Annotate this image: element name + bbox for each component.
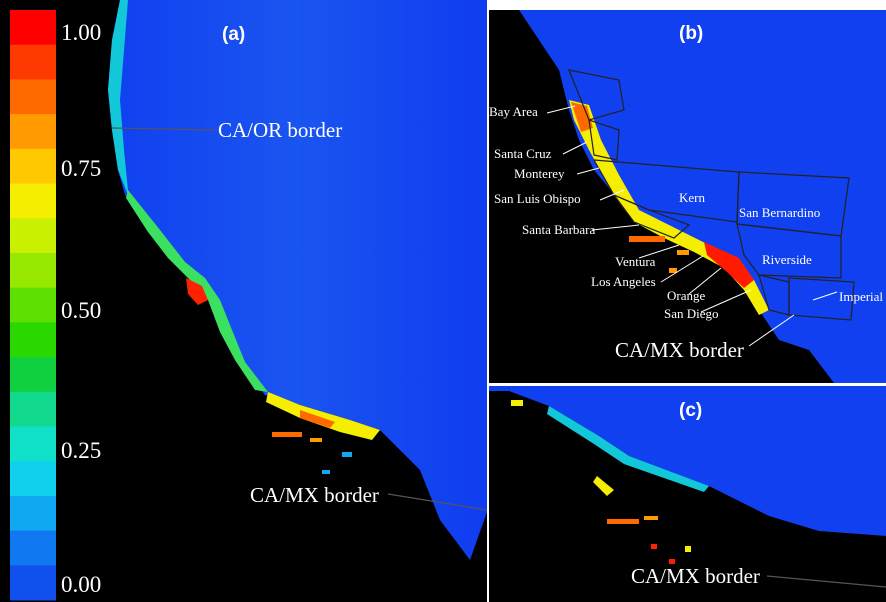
county-outlines <box>568 69 855 321</box>
colorbar-swatch <box>10 252 56 289</box>
island <box>310 438 322 442</box>
ocean-area <box>108 0 487 560</box>
colorbar-tick-0-75: 0.75 <box>61 156 101 181</box>
ca-mx-border-label-b: CA/MX border <box>615 338 744 362</box>
hotspot-la <box>300 410 335 428</box>
colorbar-swatch <box>10 287 56 323</box>
ca-mx-border-label-a: CA/MX border <box>250 483 379 507</box>
county-label-orange: Orange <box>667 288 706 303</box>
county-label-riverside: Riverside <box>762 252 812 267</box>
colorbar-tick-0-25: 0.25 <box>61 438 101 463</box>
island <box>685 546 691 552</box>
county-label-san-luis-obispo: San Luis Obispo <box>494 191 581 206</box>
colorbar-swatch <box>10 79 56 115</box>
ca-mx-border-line <box>387 493 487 511</box>
ocean-area <box>489 386 886 536</box>
ca-mx-border-label-c: CA/MX border <box>631 564 760 588</box>
panel-c-svg <box>489 386 886 588</box>
coast-band-central <box>126 190 268 392</box>
ca-mx-border-line <box>766 575 886 588</box>
panel-b-map: (b) Bay Area Santa Cruz Monterey San Lui… <box>489 10 886 383</box>
colorbar-swatch <box>10 218 56 254</box>
colorbar-swatch <box>10 426 56 462</box>
coast-band <box>547 406 709 492</box>
coast-band-north <box>108 0 140 210</box>
island <box>629 236 665 242</box>
county-label-los-angeles: Los Angeles <box>591 274 656 289</box>
county-label-monterey: Monterey <box>514 166 565 181</box>
county-label-ventura: Ventura <box>615 254 656 269</box>
island <box>677 250 689 255</box>
colorbar-tick-1-00: 1.00 <box>61 20 101 45</box>
label-pointers <box>546 105 838 347</box>
colorbar-tick-0-00: 0.00 <box>61 572 101 597</box>
panel-a-svg: 1.00 0.75 0.50 0.25 0.00 (a) CA/OR borde… <box>10 0 487 601</box>
panel-c-label: (c) <box>679 400 703 421</box>
colorbar-swatch <box>10 10 56 46</box>
panel-c-map: (c) CA/MX border <box>489 386 886 602</box>
coast-band-south <box>266 392 380 440</box>
hotspot-sf <box>186 278 208 305</box>
island <box>669 268 677 273</box>
colorbar-swatch <box>10 114 56 150</box>
island <box>322 470 330 474</box>
county-label-santa-barbara: Santa Barbara <box>522 222 596 237</box>
panel-b-svg <box>519 10 886 383</box>
colorbar-swatch <box>10 391 56 427</box>
panel-b-label: (b) <box>679 23 704 44</box>
hotspot-la <box>704 242 754 288</box>
colorbar-swatch <box>10 495 56 532</box>
island <box>644 516 658 520</box>
island <box>607 519 639 524</box>
island <box>669 559 675 564</box>
island <box>511 400 523 406</box>
colorbar-tick-0-50: 0.50 <box>61 298 101 323</box>
ca-or-border-label: CA/OR border <box>218 118 342 142</box>
county-label-santa-cruz: Santa Cruz <box>494 146 552 161</box>
panel-a-label: (a) <box>222 24 245 45</box>
colorbar-swatch <box>10 44 56 80</box>
county-label-san-diego: San Diego <box>664 306 719 321</box>
island <box>651 544 657 549</box>
hotspot-bay <box>571 102 593 132</box>
panel-a-map: 1.00 0.75 0.50 0.25 0.00 (a) CA/OR borde… <box>0 0 487 602</box>
coast-hotspot <box>593 476 614 496</box>
county-label-bay-area: Bay Area <box>489 104 538 119</box>
county-label-imperial: Imperial <box>839 289 884 304</box>
colorbar-swatch <box>10 322 56 358</box>
colorbar-swatch <box>10 357 56 393</box>
colorbar-swatch <box>10 565 56 601</box>
ca-or-border-line <box>111 127 216 131</box>
colorbar <box>10 10 56 601</box>
county-label-san-bernardino: San Bernardino <box>739 205 821 220</box>
island <box>272 432 302 437</box>
county-label-kern: Kern <box>679 190 705 205</box>
colorbar-swatch <box>10 148 56 185</box>
colorbar-swatch <box>10 461 56 497</box>
colorbar-swatch <box>10 183 56 219</box>
colorbar-swatch <box>10 530 56 566</box>
ocean-area <box>519 10 886 383</box>
island <box>342 452 352 457</box>
